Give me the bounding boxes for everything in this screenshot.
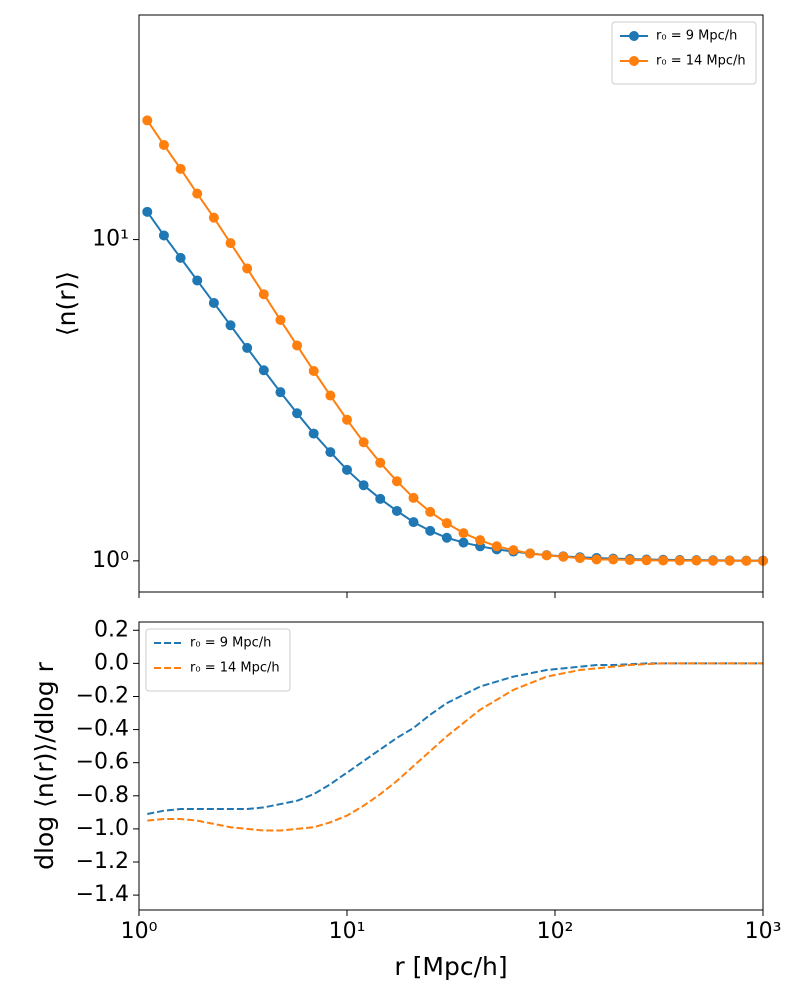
marker xyxy=(292,408,303,419)
marker xyxy=(275,314,286,325)
marker xyxy=(358,437,369,448)
axes-frame xyxy=(138,14,764,593)
marker xyxy=(541,550,552,561)
marker xyxy=(591,554,602,565)
marker xyxy=(325,390,336,401)
y-tick-label: −0.2 xyxy=(76,683,129,708)
marker xyxy=(724,555,735,566)
marker xyxy=(408,492,419,503)
legend-box xyxy=(145,628,291,692)
x-tick-label: 10⁰ xyxy=(121,919,158,944)
marker xyxy=(691,555,702,566)
y-tick-label: −1.2 xyxy=(76,849,129,874)
y-tick-label: −1.0 xyxy=(76,816,129,841)
marker xyxy=(292,340,303,351)
marker xyxy=(358,480,369,491)
marker xyxy=(458,537,469,548)
marker xyxy=(658,555,669,566)
marker xyxy=(258,289,269,300)
marker xyxy=(674,555,685,566)
marker xyxy=(558,551,569,562)
y-axis-label: ⟨n(r)⟩ xyxy=(52,271,81,336)
marker xyxy=(175,252,186,263)
marker xyxy=(258,365,269,376)
y-tick-label: 10¹ xyxy=(92,227,129,252)
marker xyxy=(192,188,203,199)
marker xyxy=(225,238,236,249)
x-tick-label: 10² xyxy=(537,919,574,944)
x-tick-label: 10³ xyxy=(745,919,782,944)
legend-marker xyxy=(629,31,639,41)
legend-label: r₀ = 9 Mpc/h xyxy=(190,636,271,651)
marker xyxy=(525,548,536,559)
marker xyxy=(375,457,386,468)
series-line xyxy=(147,662,763,832)
marker xyxy=(158,139,169,150)
marker xyxy=(308,365,319,376)
marker xyxy=(142,115,153,126)
marker xyxy=(208,297,219,308)
marker xyxy=(208,212,219,223)
marker xyxy=(175,163,186,174)
marker xyxy=(475,535,486,546)
marker xyxy=(458,528,469,539)
marker xyxy=(408,517,419,528)
legend-box xyxy=(611,21,757,85)
marker xyxy=(491,541,502,552)
marker xyxy=(275,387,286,398)
legend-label: r₀ = 14 Mpc/h xyxy=(190,661,280,676)
marker xyxy=(441,532,452,543)
marker xyxy=(342,464,352,475)
y-tick-label: −0.4 xyxy=(76,717,129,742)
marker xyxy=(242,342,253,353)
y-axis-label: dlog ⟨n(r)⟩/dlog r xyxy=(30,661,59,869)
marker xyxy=(225,320,236,331)
marker xyxy=(441,518,452,529)
marker xyxy=(391,505,402,516)
marker xyxy=(325,447,336,458)
marker xyxy=(425,525,436,536)
marker xyxy=(142,206,153,217)
y-tick-label: −0.8 xyxy=(76,783,129,808)
y-tick-label: 0.0 xyxy=(94,650,129,675)
marker xyxy=(574,553,585,564)
marker xyxy=(508,545,519,556)
legend-marker xyxy=(629,56,639,66)
marker xyxy=(425,506,436,517)
marker xyxy=(641,555,652,566)
marker xyxy=(375,493,386,504)
marker xyxy=(192,275,203,286)
x-tick-label: 10¹ xyxy=(329,919,366,944)
legend-label: r₀ = 9 Mpc/h xyxy=(656,29,737,44)
marker xyxy=(342,414,352,425)
legend-label: r₀ = 14 Mpc/h xyxy=(656,54,746,69)
axes-frame xyxy=(138,621,764,911)
marker xyxy=(308,428,319,439)
y-tick-label: 0.2 xyxy=(94,617,129,642)
y-tick-label: −1.4 xyxy=(76,882,129,907)
marker xyxy=(608,554,619,565)
marker xyxy=(741,555,752,566)
marker xyxy=(158,230,169,241)
marker xyxy=(624,555,635,566)
y-tick-label: −0.6 xyxy=(76,750,129,775)
marker xyxy=(708,555,719,566)
marker xyxy=(391,476,402,487)
y-tick-label: 10⁰ xyxy=(92,548,129,573)
marker xyxy=(242,263,253,274)
x-axis-label: r [Mpc/h] xyxy=(394,952,507,981)
